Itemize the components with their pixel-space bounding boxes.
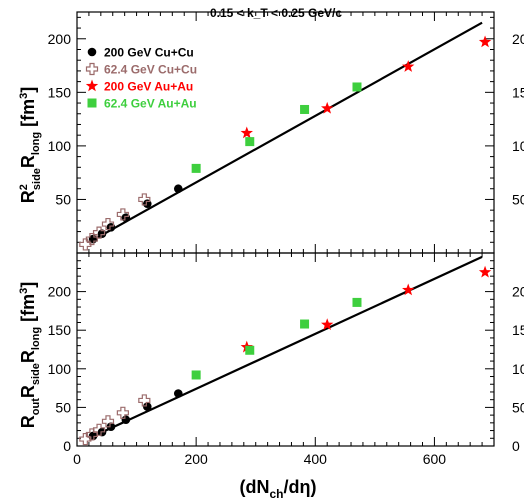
bottom-panel: 0200400600005050100100150150200200 bbox=[48, 252, 524, 467]
data-point bbox=[352, 297, 362, 307]
data-point bbox=[191, 163, 201, 173]
x-tick-label: 600 bbox=[423, 451, 447, 467]
data-point bbox=[92, 226, 106, 239]
x-tick-label: 0 bbox=[73, 451, 81, 467]
figure-title: 0.15 < k_T < 0.25 GeV/c bbox=[210, 6, 342, 20]
data-point bbox=[240, 126, 253, 139]
data-point bbox=[79, 238, 92, 251]
data-point bbox=[138, 394, 151, 407]
y-tick-label: 200 bbox=[48, 31, 72, 47]
data-point bbox=[116, 406, 129, 419]
svg-text:RoutRsideRlong [fm3]: RoutRsideRlong [fm3] bbox=[18, 282, 42, 428]
data-point bbox=[138, 193, 151, 206]
y-tick-label: 200 bbox=[48, 284, 72, 300]
x-tick-label: 400 bbox=[304, 451, 328, 467]
fit-line bbox=[88, 21, 483, 244]
y-tick-label-right: 100 bbox=[512, 361, 524, 377]
data-point bbox=[245, 137, 255, 147]
data-point bbox=[79, 432, 92, 446]
legend-label: 62.4 GeV Au+Au bbox=[104, 97, 197, 111]
legend-label: 200 GeV Au+Au bbox=[104, 80, 193, 94]
plot-frame bbox=[76, 252, 495, 447]
data-point bbox=[402, 60, 415, 72]
y-tick-label: 100 bbox=[48, 361, 72, 377]
data-point bbox=[106, 422, 116, 432]
data-point bbox=[300, 104, 310, 114]
y-tick-label: 0 bbox=[63, 438, 71, 454]
y-axis-label-bottom: RoutRsideRlong [fm3] bbox=[18, 282, 42, 428]
y-tick-label: 50 bbox=[55, 399, 71, 415]
y-axis-label-top: R2sideRlong [fm3] bbox=[18, 87, 43, 203]
svg-text:(dNch/dη): (dNch/dη) bbox=[239, 477, 316, 501]
data-point bbox=[245, 345, 255, 355]
data-point bbox=[85, 232, 98, 246]
data-point bbox=[321, 318, 334, 331]
y-tick-label-right: 200 bbox=[512, 31, 524, 47]
y-tick-label-right: 200 bbox=[512, 284, 524, 300]
legend-marker bbox=[87, 98, 97, 108]
data-point bbox=[191, 370, 201, 380]
x-tick-label: 200 bbox=[184, 451, 208, 467]
x-axis-label: (dNch/dη) bbox=[239, 477, 316, 501]
data-point bbox=[116, 208, 129, 221]
y-tick-label-right: 100 bbox=[512, 138, 524, 154]
data-point bbox=[352, 82, 362, 92]
y-tick-label-right: 50 bbox=[512, 399, 524, 415]
data-point bbox=[478, 265, 492, 278]
legend-marker bbox=[85, 62, 99, 76]
legend-label: 200 GeV Cu+Cu bbox=[104, 46, 194, 60]
data-point bbox=[85, 428, 98, 441]
y-tick-label-right: 150 bbox=[512, 84, 524, 100]
data-point bbox=[321, 101, 334, 114]
data-point bbox=[101, 415, 115, 428]
y-tick-label-right: 150 bbox=[512, 322, 524, 338]
data-point bbox=[142, 402, 152, 411]
data-point bbox=[101, 217, 115, 231]
y-tick-label: 100 bbox=[48, 138, 72, 154]
y-tick-label: 50 bbox=[55, 191, 71, 207]
legend-marker bbox=[87, 47, 97, 57]
top-panel: 50 50 100 100 150 150 200 200 200 GeV Cu+Cu 62.4 … bbox=[48, 11, 524, 254]
legend-marker bbox=[85, 79, 99, 92]
data-point bbox=[300, 319, 310, 329]
fit-line bbox=[88, 255, 483, 440]
legend-label: 62.4 GeV Cu+Cu bbox=[104, 63, 197, 77]
y-tick-label-right: 0 bbox=[512, 438, 520, 454]
data-point bbox=[173, 389, 183, 398]
data-point bbox=[121, 415, 131, 425]
data-point bbox=[173, 184, 183, 194]
data-point bbox=[402, 283, 415, 296]
y-tick-label: 150 bbox=[48, 322, 72, 338]
svg-text:R2sideRlong [fm3]: R2sideRlong [fm3] bbox=[18, 87, 43, 203]
data-point bbox=[478, 35, 492, 48]
data-point bbox=[92, 423, 106, 436]
y-tick-label: 150 bbox=[48, 84, 72, 100]
y-tick-label-right: 50 bbox=[512, 191, 524, 207]
